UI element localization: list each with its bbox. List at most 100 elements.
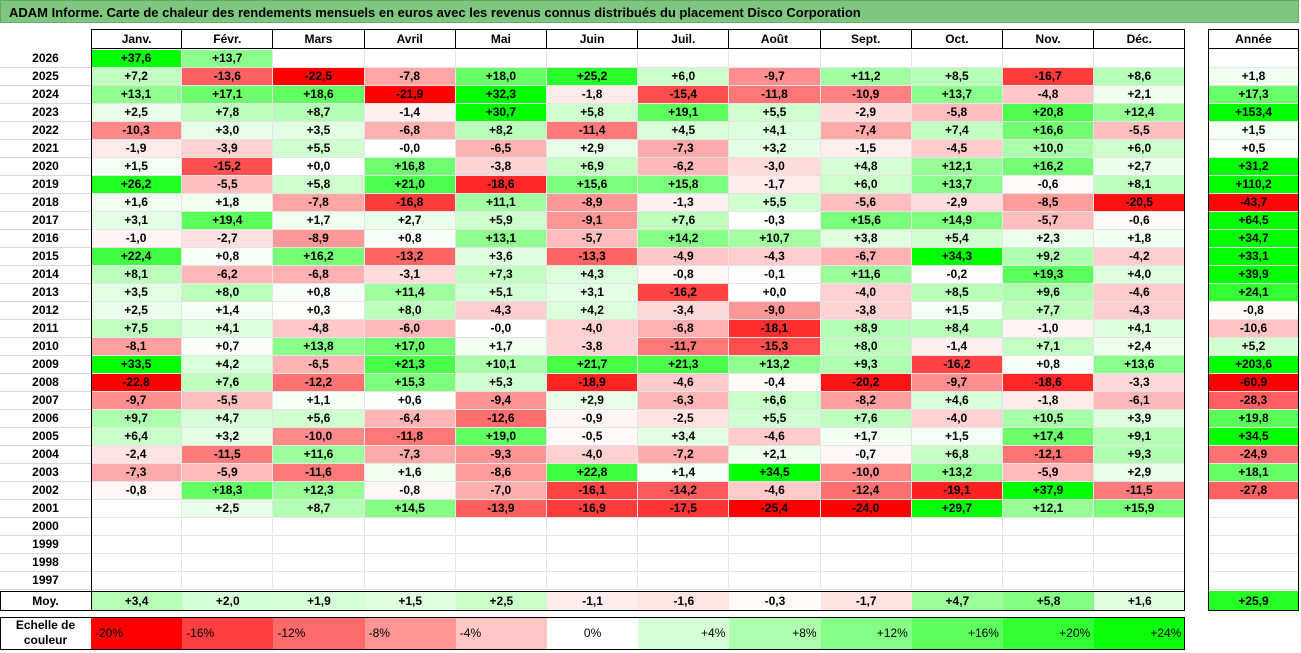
heatmap-cell: +4,0 — [1094, 266, 1186, 284]
heatmap-cell: -4,9 — [638, 248, 730, 266]
heatmap-cell: +2,5 — [182, 500, 274, 518]
heatmap-cell: +0,8 — [1003, 356, 1095, 374]
heatmap-cell: -5,9 — [182, 464, 274, 482]
average-cell: +1,6 — [1094, 591, 1186, 611]
annual-cell — [1208, 50, 1299, 68]
heatmap-cell: +3,2 — [729, 140, 821, 158]
heatmap-cell: -4,6 — [729, 482, 821, 500]
heatmap-cell: -8,2 — [820, 392, 912, 410]
heatmap-cell: +7,1 — [1003, 338, 1095, 356]
heatmap-cell: -11,4 — [547, 122, 639, 140]
heatmap-cell: +4,1 — [729, 122, 821, 140]
heatmap-cell: +5,6 — [273, 410, 365, 428]
heatmap-cell: +12,1 — [911, 158, 1003, 176]
heatmap-cell: -1,8 — [1003, 392, 1095, 410]
heatmap-cell: -4,0 — [820, 284, 912, 302]
annual-cell — [1208, 572, 1299, 590]
heatmap-cell: -3,4 — [638, 302, 730, 320]
heatmap-cell: +11,4 — [364, 284, 456, 302]
heatmap-cell: +7,6 — [182, 374, 274, 392]
heatmap-cell: -6,1 — [1094, 392, 1186, 410]
heatmap-cell: +19,1 — [638, 104, 730, 122]
year-label: 2007 — [0, 392, 91, 410]
heatmap-cell: +19,4 — [182, 212, 274, 230]
annual-cell: +24,1 — [1208, 284, 1299, 302]
average-cell: +2,5 — [455, 591, 547, 611]
heatmap-cell: -1,3 — [638, 194, 730, 212]
heatmap-cell: +0,0 — [729, 284, 821, 302]
heatmap-cell: +33,5 — [91, 356, 183, 374]
heatmap-cell — [820, 554, 912, 572]
heatmap-cell: +7,2 — [91, 68, 183, 86]
heatmap-cell: -12,6 — [455, 410, 547, 428]
heatmap-cell: +10,1 — [455, 356, 547, 374]
heatmap-cell: +1,6 — [364, 464, 456, 482]
heatmap-cell — [911, 572, 1003, 590]
heatmap-cell — [364, 536, 456, 554]
year-label: 2004 — [0, 446, 91, 464]
color-scale-stop: +24% — [1094, 617, 1186, 650]
annual-cell: +153,4 — [1208, 104, 1299, 122]
heatmap-cell: -9,0 — [729, 302, 821, 320]
heatmap-cell: -5,9 — [1003, 464, 1095, 482]
heatmap-cell: +4,3 — [547, 266, 639, 284]
average-cell: -1,7 — [820, 591, 912, 611]
heatmap-cell — [911, 50, 1003, 68]
annual-cell: +64,5 — [1208, 212, 1299, 230]
heatmap-cell: -8,6 — [455, 464, 547, 482]
heatmap-cell: +32,3 — [455, 86, 547, 104]
heatmap-cell: -11,8 — [364, 428, 456, 446]
heatmap-cell: -1,5 — [820, 140, 912, 158]
heatmap-cell: +6,0 — [638, 68, 730, 86]
heatmap-cell — [182, 572, 274, 590]
heatmap-cell: +21,3 — [638, 356, 730, 374]
heatmap-cell: -13,6 — [182, 68, 274, 86]
heatmap-cell: -3,8 — [547, 338, 639, 356]
color-scale-stop: +12% — [820, 617, 912, 650]
heatmap-cell: +7,6 — [638, 212, 730, 230]
heatmap-cell — [547, 536, 639, 554]
heatmap-cell — [729, 518, 821, 536]
heatmap-cell: +4,8 — [820, 158, 912, 176]
heatmap-cell: +1,7 — [820, 428, 912, 446]
heatmap-cell — [182, 536, 274, 554]
heatmap-cell: +21,7 — [547, 356, 639, 374]
heatmap-cell: -11,7 — [638, 338, 730, 356]
heatmap-cell: -3,3 — [1094, 374, 1186, 392]
color-scale-stop: 0% — [547, 617, 639, 650]
heatmap-cell: -10,0 — [273, 428, 365, 446]
average-cell: +3,4 — [91, 591, 183, 611]
heatmap-cell: -6,5 — [273, 356, 365, 374]
heatmap-cell: -3,9 — [182, 140, 274, 158]
heatmap-cell: -4,8 — [1003, 86, 1095, 104]
annual-cell: +203,6 — [1208, 356, 1299, 374]
heatmap-cell — [455, 536, 547, 554]
heatmap-cell: -10,3 — [91, 122, 183, 140]
heatmap-cell: +1,4 — [182, 302, 274, 320]
heatmap-cell: -18,6 — [455, 176, 547, 194]
annual-cell: +1,5 — [1208, 122, 1299, 140]
heatmap-cell: +15,8 — [638, 176, 730, 194]
heatmap-cell: -3,0 — [729, 158, 821, 176]
year-label: 1999 — [0, 536, 91, 554]
heatmap-cell: -18,9 — [547, 374, 639, 392]
heatmap-cell: -4,0 — [547, 446, 639, 464]
heatmap-cell: +2,9 — [547, 392, 639, 410]
year-label: 2017 — [0, 212, 91, 230]
heatmap-cell — [547, 572, 639, 590]
heatmap-cell — [820, 50, 912, 68]
heatmap-cell: -20,2 — [820, 374, 912, 392]
heatmap-cell: -0,3 — [729, 212, 821, 230]
heatmap-cell: -22,8 — [91, 374, 183, 392]
heatmap-cell: +8,1 — [91, 266, 183, 284]
heatmap-cell: +18,0 — [455, 68, 547, 86]
heatmap-cell: +3,1 — [91, 212, 183, 230]
heatmap-cell: +7,7 — [1003, 302, 1095, 320]
heatmap-cell: +15,6 — [820, 212, 912, 230]
heatmap-cell: -1,7 — [729, 176, 821, 194]
heatmap-cell: +4,1 — [1094, 320, 1186, 338]
heatmap-cell: -3,8 — [455, 158, 547, 176]
annual-cell: +19,8 — [1208, 410, 1299, 428]
heatmap-cell: -2,9 — [820, 104, 912, 122]
